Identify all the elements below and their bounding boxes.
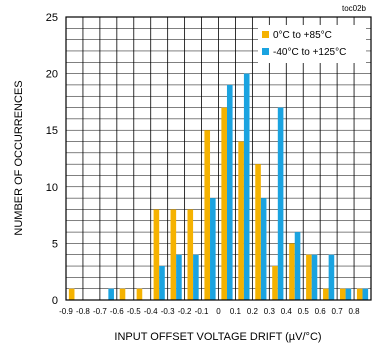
bar-series-1-0.4 xyxy=(289,243,295,300)
bar-series-1-0.8 xyxy=(356,288,363,300)
bar-series-1--0.5 xyxy=(136,288,143,300)
bar-series-1-0 xyxy=(221,107,227,300)
x-tick-label: 0.3 xyxy=(264,307,276,316)
x-tick-label: 0.4 xyxy=(281,307,293,316)
legend-label-series-2: -40°C to +125°C xyxy=(273,47,346,58)
bar-series-2-0 xyxy=(226,84,233,300)
chart-tag: toc02b xyxy=(342,4,367,13)
x-axis-label: INPUT OFFSET VOLTAGE DRIFT (µV/°C) xyxy=(114,331,321,343)
x-tick-label: 0.5 xyxy=(298,307,310,316)
y-tick-label: 10 xyxy=(46,182,58,194)
bar-series-1--0.3 xyxy=(170,209,177,300)
y-tick-label: 5 xyxy=(52,238,58,250)
bar-series-2-0.7 xyxy=(345,288,352,300)
bar-series-2-0.8 xyxy=(362,288,369,300)
bar-series-1--0.4 xyxy=(153,209,160,300)
bar-series-1--0.1 xyxy=(204,130,211,300)
x-tick-label: 0.8 xyxy=(348,307,360,316)
bar-series-1-0.6 xyxy=(323,288,329,300)
x-tick-label: -0.6 xyxy=(110,307,124,316)
x-tick-label: -0.2 xyxy=(178,307,192,316)
x-tick-label: -0.3 xyxy=(161,307,175,316)
bar-series-2-0.3 xyxy=(277,107,284,300)
x-tick-label: 0.6 xyxy=(315,307,327,316)
x-tick-label: -0.8 xyxy=(76,307,90,316)
bar-series-2--0.3 xyxy=(176,254,182,300)
y-tick-label: 20 xyxy=(46,69,58,81)
y-tick-labels: 0 5 10 15 20 25 xyxy=(46,12,58,307)
bar-series-2--0.2 xyxy=(193,254,199,300)
bar-series-2--0.1 xyxy=(210,198,216,300)
x-tick-label: -0.5 xyxy=(127,307,141,316)
x-tick-label: -0.7 xyxy=(93,307,107,316)
bars xyxy=(68,73,369,300)
legend-swatch-series-1 xyxy=(262,31,269,38)
legend-swatch-series-2 xyxy=(262,48,269,55)
bar-series-2-0.2 xyxy=(260,198,267,300)
x-tick-label: 0.1 xyxy=(230,307,242,316)
bar-series-1-0.5 xyxy=(306,254,312,300)
y-tick-label: 15 xyxy=(46,125,58,137)
bar-series-2-0.4 xyxy=(294,232,301,300)
bar-series-1--0.9 xyxy=(68,288,75,300)
bar-series-2-0.5 xyxy=(311,254,318,300)
bar-series-2-0.6 xyxy=(328,254,335,300)
x-tick-labels: -0.9 -0.8 -0.7 -0.6 -0.5 -0.4 -0.3 -0.2 -0.1 0 0.1… xyxy=(59,307,360,316)
x-tick-label: -0.4 xyxy=(144,307,158,316)
x-tick-label: -0.9 xyxy=(59,307,73,316)
y-tick-label: 25 xyxy=(46,12,58,24)
bar-series-2--0.4 xyxy=(159,266,165,300)
bar-series-1--0.2 xyxy=(187,209,194,300)
y-tick-label: 0 xyxy=(52,295,58,307)
bar-series-1-0.7 xyxy=(339,288,346,300)
bar-series-1-0.1 xyxy=(238,141,244,300)
legend: 0°C to +85°C -40°C to +125°C xyxy=(258,25,366,63)
x-tick-label: -0.1 xyxy=(195,307,209,316)
legend-background xyxy=(258,25,366,63)
bar-series-2--0.7 xyxy=(108,288,114,300)
gridlines xyxy=(66,17,371,300)
bar-series-2-0.1 xyxy=(243,73,250,300)
x-tick-label: 0.2 xyxy=(247,307,259,316)
bar-series-1-0.3 xyxy=(272,266,278,300)
x-tick-label: 0.7 xyxy=(332,307,344,316)
x-tick-label: 0 xyxy=(216,307,221,316)
legend-label-series-1: 0°C to +85°C xyxy=(273,30,332,41)
plot-border xyxy=(65,16,372,301)
bar-series-1--0.6 xyxy=(119,288,126,300)
y-axis-label: NUMBER OF OCCURRENCES xyxy=(13,80,25,235)
bar-series-1-0.2 xyxy=(255,164,261,300)
